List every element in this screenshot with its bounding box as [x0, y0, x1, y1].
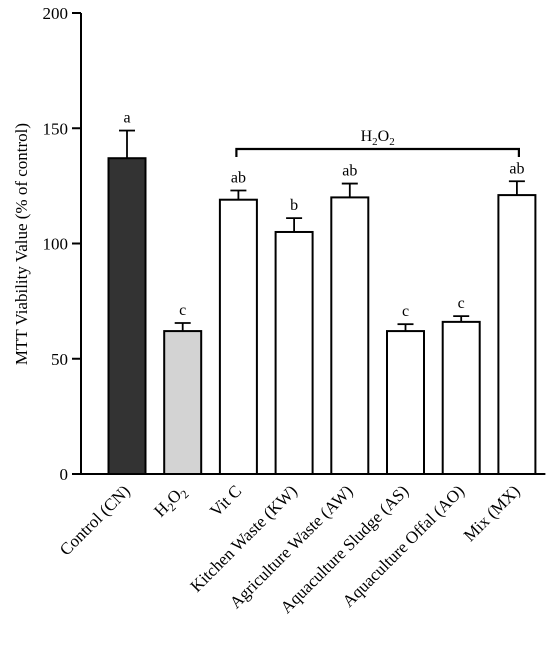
bar: [274, 230, 314, 475]
significance-letter: ab: [231, 169, 246, 186]
significance-letter: b: [290, 197, 298, 214]
bar: [497, 194, 537, 475]
bracket: H2O2: [235, 128, 520, 157]
y-tick-label: 200: [43, 4, 69, 23]
bar: [163, 330, 203, 475]
bracket-line: [235, 147, 520, 157]
significance-letter: ab: [509, 160, 524, 177]
bar: [107, 157, 147, 475]
y-tick-label: 150: [43, 119, 69, 138]
y-tick-label: 0: [60, 465, 69, 484]
y-axis: 0 50 100 150 200: [43, 4, 546, 484]
bar: [218, 198, 258, 476]
bar: [386, 330, 425, 475]
x-tick-label: Vit C: [206, 481, 245, 520]
bracket-label: H2O2: [361, 128, 395, 148]
bars: a c ab b ab c c ab: [107, 110, 537, 476]
x-tick-label: H2O2: [150, 481, 191, 522]
bar: [330, 196, 370, 475]
x-tick-label: Control (CN): [56, 481, 134, 559]
y-tick-label: 100: [43, 235, 69, 254]
significance-letter: a: [123, 110, 130, 127]
significance-letter: c: [458, 295, 465, 312]
significance-letter: c: [179, 302, 186, 319]
x-tick-label: Kitchen Waste (KW): [187, 481, 301, 595]
y-tick-label: 50: [51, 350, 68, 369]
bar: [441, 320, 481, 475]
x-tick-label: Mix (MX): [460, 481, 524, 545]
y-axis-label: MTT Viability Value (% of control): [12, 123, 31, 365]
significance-letter: c: [402, 303, 409, 320]
significance-letter: ab: [342, 163, 357, 180]
